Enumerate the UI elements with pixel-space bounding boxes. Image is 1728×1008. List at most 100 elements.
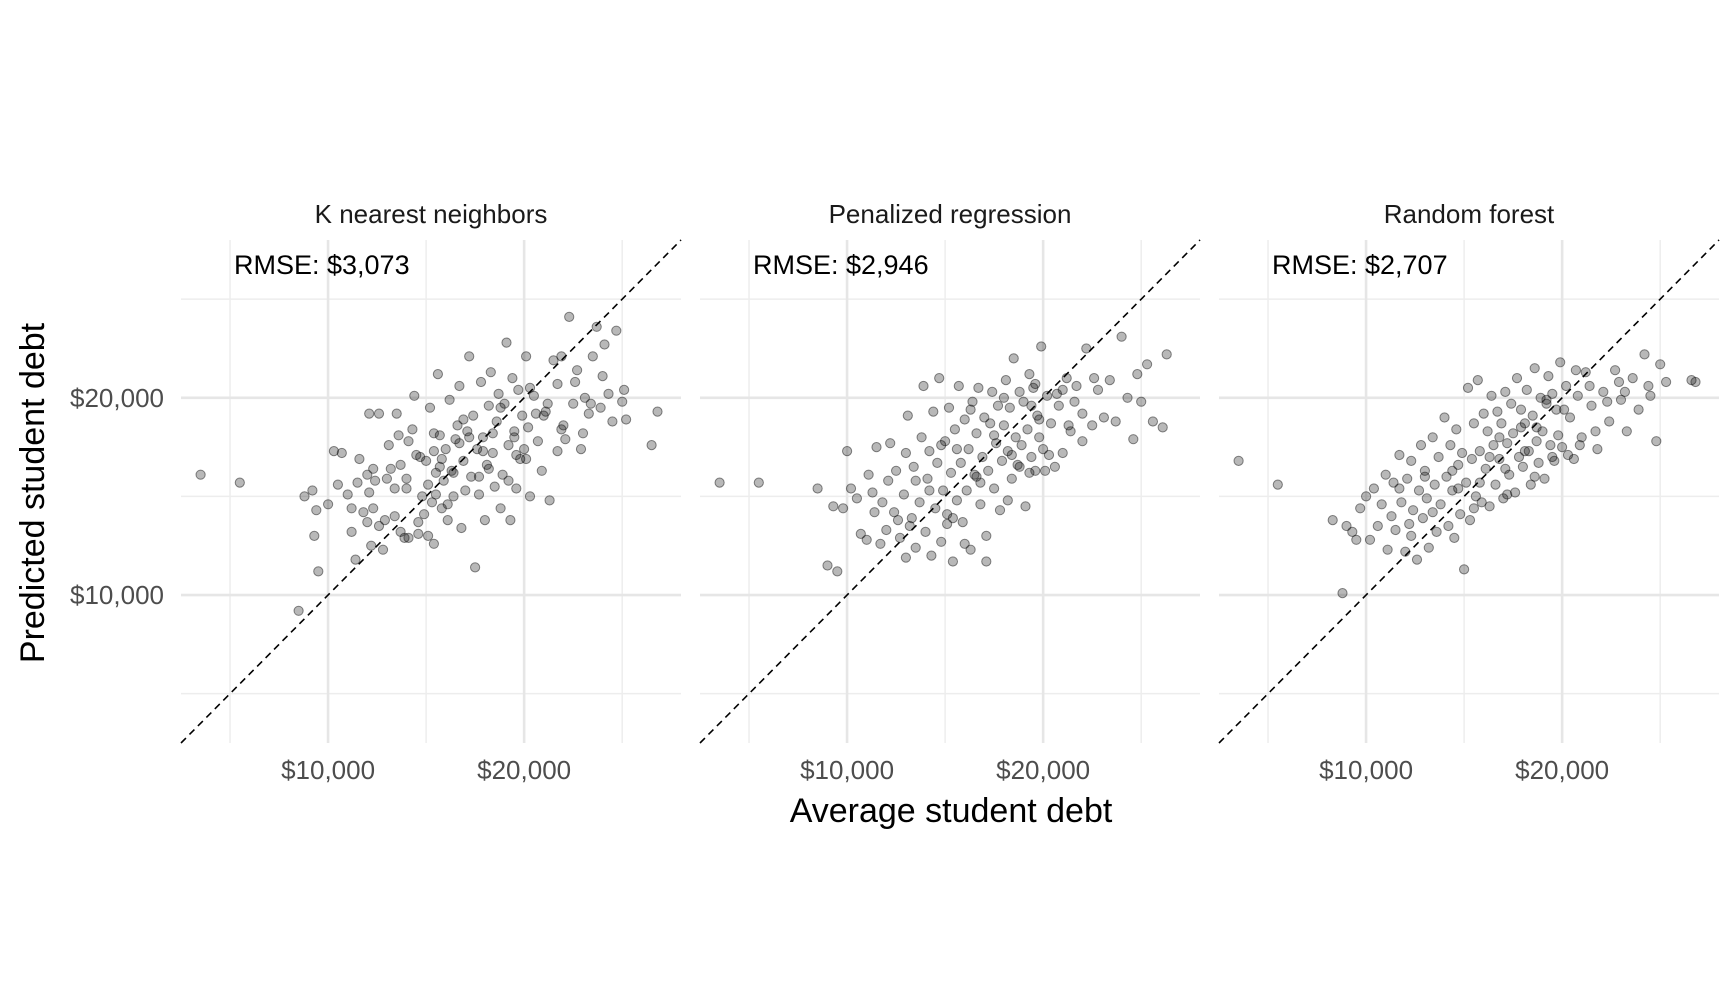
data-point [346,526,357,538]
data-point [1406,530,1417,542]
data-point [1486,390,1497,401]
data-point [442,499,453,510]
data-point [863,469,874,480]
data-point [1441,471,1452,482]
data-point [413,528,424,540]
data-point [448,491,459,502]
x-tick-label: $10,000 [800,755,894,785]
data-point [499,398,510,409]
data-point [1506,398,1517,409]
data-point [1049,461,1061,472]
data-point [430,467,441,478]
data-point [358,507,369,518]
data-point [1527,410,1538,421]
data-point [509,426,520,437]
data-point [1519,446,1531,457]
data-point [530,408,542,419]
x-tick-label: $20,000 [477,755,571,785]
data-point [945,467,957,478]
data-point [487,428,498,439]
data-point [1478,408,1489,419]
data-point [1529,471,1540,482]
data-point [918,380,929,392]
data-point [1459,564,1470,575]
data-point [595,402,606,413]
data-point [812,483,823,494]
data-point [528,390,540,401]
facet-title: Random forest [1384,199,1555,229]
data-point [838,503,849,514]
data-point [548,355,559,366]
data-point [403,532,414,544]
data-point [940,436,951,447]
data-point [479,515,490,526]
data-point [1602,396,1613,407]
data-point [1562,449,1574,461]
data-point [1645,390,1656,401]
data-point [949,424,961,435]
data-point [842,446,853,457]
data-point [979,412,990,423]
data-point [1089,373,1100,384]
data-point [1032,410,1043,421]
data-point [965,404,976,415]
data-point [452,420,463,431]
data-point [1488,440,1499,451]
data-point [1559,404,1570,415]
data-point [532,436,544,447]
data-point [1500,463,1511,474]
data-point [299,491,310,502]
data-point [1510,487,1521,498]
data-point [458,455,469,466]
data-point [875,538,886,549]
data-point [983,465,994,476]
data-point [959,538,970,549]
facet-panels: $10,000 $20,000 K nearest neighbors RMSE: $… [70,199,1720,785]
data-point [1030,465,1041,476]
data-point [417,491,428,502]
data-point [955,457,966,468]
data-point [1390,524,1401,536]
data-point [509,432,520,443]
data-point [364,487,375,498]
data-point [1580,367,1591,378]
data-point [1057,384,1068,395]
data-point [407,424,418,435]
data-point [892,515,904,526]
data-point [1092,384,1104,395]
data-point [1627,373,1638,384]
data-point [1104,375,1115,386]
data-point [389,511,400,522]
data-point [1006,449,1017,461]
data-point [1502,489,1513,500]
data-point [523,422,534,433]
data-point [1561,380,1572,392]
data-point [415,451,426,463]
data-point [1451,424,1462,435]
data-point [505,515,516,526]
data-point [1661,376,1672,388]
y-tick-label: $10,000 [70,580,164,610]
data-point [1429,479,1440,490]
rmse-annotation: RMSE: $2,707 [1272,250,1448,280]
data-point [434,461,445,472]
data-point [428,428,439,439]
data-point [444,394,455,405]
data-point [401,483,412,494]
data-point [1053,400,1064,411]
data-point [1686,375,1697,386]
data-point [1590,426,1601,437]
data-point [1010,432,1021,443]
data-point [904,520,915,532]
data-point [583,408,594,419]
data-point [1413,485,1425,496]
data-point [977,451,988,463]
data-point [446,465,457,476]
data-point [1380,469,1391,480]
data-point [1633,404,1644,415]
x-tick-label: $20,000 [1515,755,1609,785]
data-point [1028,382,1039,393]
data-point [1570,365,1582,376]
data-point [309,530,320,542]
data-point [323,499,334,510]
